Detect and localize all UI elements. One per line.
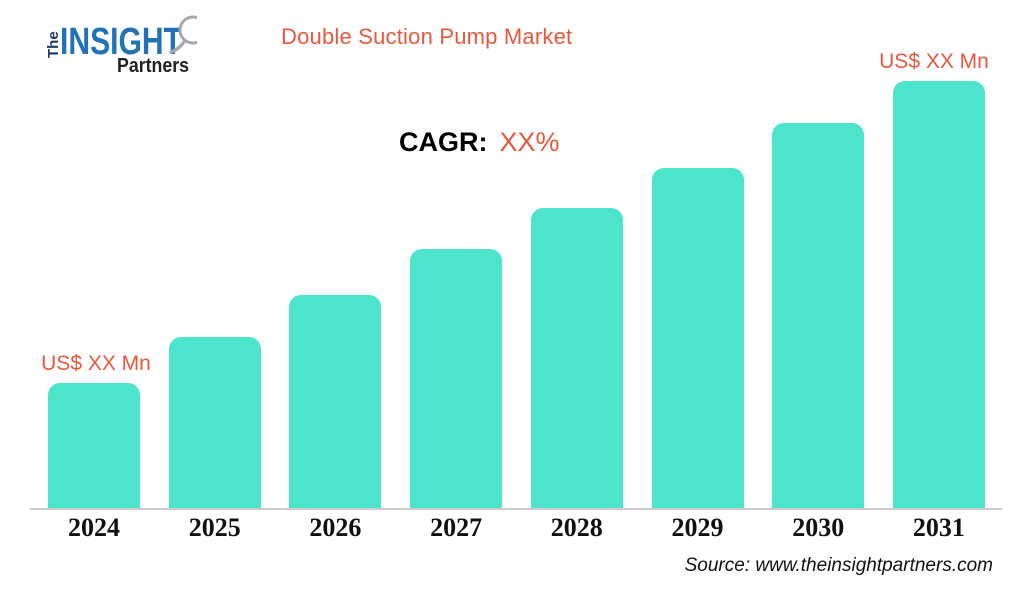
x-tick-2025: 2025 [188,513,241,542]
x-axis-line [30,508,1002,510]
cagr-annotation: CAGR: XX% [399,127,560,158]
insight-partners-logo: The INSIGHT Partners [22,6,208,78]
x-tick-2029: 2029 [671,513,724,542]
x-tick-2028: 2028 [550,513,603,542]
first-bar-value-label: US$ XX Mn [41,352,151,375]
logo-the-text: The [45,31,62,58]
last-bar-value-label: US$ XX Mn [879,50,989,73]
logo-partners-text: Partners [117,55,189,77]
magnifier-handle-icon [169,40,186,54]
bar-2030 [772,123,865,509]
bar-2031 [892,81,985,509]
bar-2026 [289,295,382,509]
bar-2028 [530,208,623,509]
x-tick-2027: 2027 [430,513,483,542]
chart-title: Double Suction Pump Market [281,24,573,49]
x-tick-2024: 2024 [68,513,120,542]
bar-2029 [651,168,744,509]
logo-graphic: The INSIGHT Partners [45,15,208,77]
bar-2025 [168,337,261,509]
source-attribution: Source: www.theinsightpartners.com [684,555,993,576]
bar-2024 [48,383,140,509]
x-tick-2031: 2031 [912,513,965,542]
logo-insight-text: INSIGHT [60,21,182,63]
cagr-value: XX% [499,127,560,157]
x-tick-2026: 2026 [309,513,362,542]
x-tick-2030: 2030 [792,513,845,542]
bar-2027 [410,249,503,509]
cagr-label: CAGR: [399,127,488,157]
